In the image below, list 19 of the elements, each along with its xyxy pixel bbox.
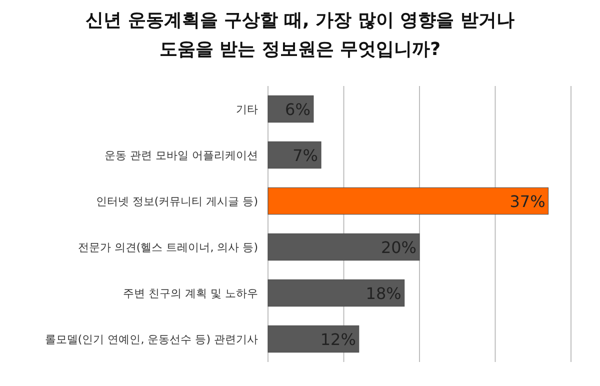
bar [268,325,360,353]
y-tick-label: 인터넷 정보(커뮤니티 게시글 등) [96,195,258,208]
y-tick-label: 기타 [236,103,258,116]
bar [268,141,322,169]
y-tick-label: 주변 친구의 계획 및 노하우 [123,287,258,300]
y-tick-label: 롤모델(인기 연예인, 운동선수 등) 관련기사 [44,333,258,346]
data-label: 20% [380,238,416,257]
data-label: 6% [285,100,310,119]
chart-title: 신년 운동계획을 구상할 때, 가장 많이 영향을 받거나 도움을 받는 정보원은 무엇입니까? [86,10,514,60]
bar [268,95,314,123]
bar [268,187,549,215]
y-tick-label: 전문가 의견(헬스 트레이너, 의사 등) [78,241,258,254]
data-label: 18% [366,284,402,303]
data-label: 37% [510,192,546,211]
data-label: 12% [320,330,356,349]
bar [268,233,420,261]
data-label: 7% [292,146,318,165]
y-tick-label: 운동 관련 모바일 어플리케이션 [104,149,258,162]
bar [268,279,405,307]
